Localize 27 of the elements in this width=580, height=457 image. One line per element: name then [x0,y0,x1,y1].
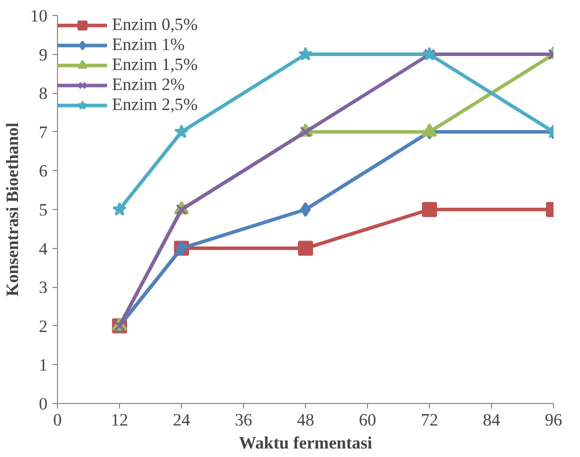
y-tick-label: 2 [38,316,48,336]
x-tick-label: 0 [53,410,62,430]
x-tick-label: 24 [172,410,190,430]
y-tick-label: 3 [38,278,48,298]
legend-label: Enzim 1,5% [112,55,198,75]
legend-label: Enzim 0,5% [112,15,198,35]
y-tick-label: 9 [38,45,48,64]
y-tick-label: 6 [38,162,48,181]
x-tick-label: 60 [358,410,376,430]
y-tick-label: 4 [38,239,48,258]
y-tick-label: 7 [38,122,48,142]
legend-label: Enzim 2,5% [112,95,198,115]
legend-label: Enzim 1% [112,35,185,55]
y-tick-label: 5 [38,200,48,220]
y-tick-label: 8 [38,84,48,104]
x-tick-label: 96 [544,410,562,430]
y-axis-title: Konsentrasi Bioethanol [3,122,22,296]
y-tick-label: 10 [30,6,48,26]
x-axis-title: Waktu fermentasi [238,434,372,452]
y-tick-label: 0 [38,394,48,414]
x-tick-label: 72 [420,410,438,430]
x-tick-label: 12 [110,410,128,430]
x-tick-label: 48 [296,410,314,430]
x-tick-label: 36 [234,410,252,430]
legend-label: Enzim 2% [112,75,185,95]
y-tick-label: 1 [38,356,48,375]
x-tick-label: 84 [482,410,500,430]
